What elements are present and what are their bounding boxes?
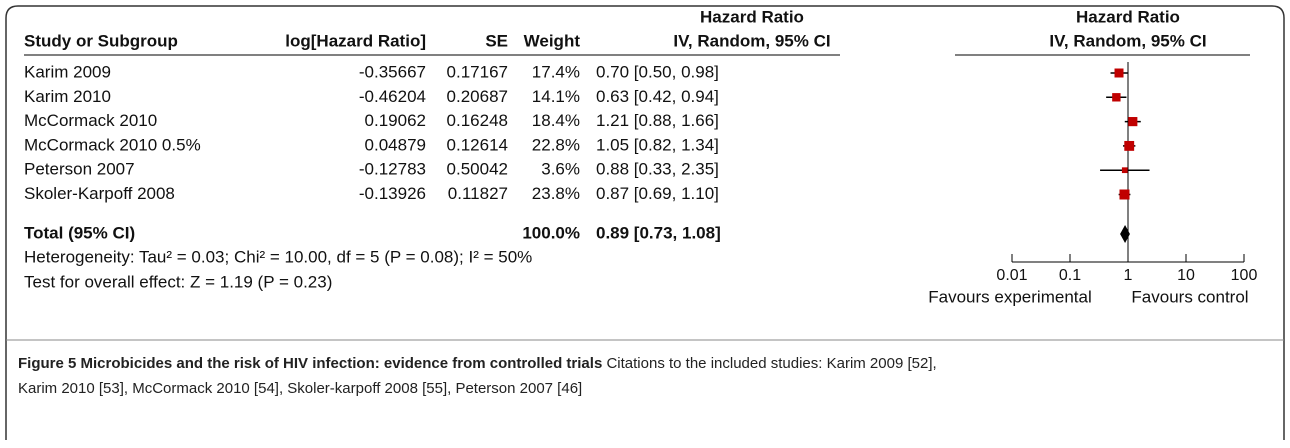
log-hr: 0.04879 <box>365 135 426 154</box>
hr-square <box>1121 167 1128 174</box>
ci-label: 0.70 [0.50, 0.98] <box>596 62 719 81</box>
total-ci-label: 0.89 [0.73, 1.08] <box>596 223 721 242</box>
x-tick-label: 0.1 <box>1059 267 1081 284</box>
overall-test: Test for overall effect: Z = 1.19 (P = 0… <box>24 272 332 291</box>
log-hr: -0.13926 <box>359 184 426 203</box>
header: SE <box>485 31 508 50</box>
favours-right: Favours control <box>1131 287 1248 306</box>
study-name: McCormack 2010 <box>24 111 157 130</box>
study-name: Skoler-Karpoff 2008 <box>24 184 175 203</box>
header: Hazard Ratio <box>1076 7 1180 26</box>
weight: 17.4% <box>532 62 580 81</box>
ci-label: 1.05 [0.82, 1.34] <box>596 135 719 154</box>
se: 0.50042 <box>447 160 508 179</box>
hr-square <box>1114 68 1124 78</box>
frame <box>5 5 1285 440</box>
header: Study or Subgroup <box>24 31 178 50</box>
log-hr: 0.19062 <box>365 111 426 130</box>
se: 0.12614 <box>447 135 508 154</box>
total-diamond <box>1120 225 1130 243</box>
header: IV, Random, 95% CI <box>1049 31 1206 50</box>
ci-label: 0.88 [0.33, 2.35] <box>596 160 719 179</box>
ci-label: 0.63 [0.42, 0.94] <box>596 87 719 106</box>
header: IV, Random, 95% CI <box>673 31 830 50</box>
weight: 14.1% <box>532 87 580 106</box>
x-tick-label: 10 <box>1177 267 1195 284</box>
weight: 22.8% <box>532 135 580 154</box>
se: 0.11827 <box>448 184 508 203</box>
caption: Figure 5 Microbicides and the risk of HI… <box>18 355 937 372</box>
log-hr: -0.12783 <box>359 160 426 179</box>
heterogeneity: Heterogeneity: Tau² = 0.03; Chi² = 10.00… <box>24 247 532 266</box>
caption-text: Citations to the included studies: Karim… <box>606 355 936 372</box>
ci-label: 0.87 [0.69, 1.10] <box>596 184 719 203</box>
header: Weight <box>524 31 581 50</box>
study-name: Peterson 2007 <box>24 160 135 179</box>
study-name: McCormack 2010 0.5% <box>24 135 201 154</box>
x-tick-label: 0.01 <box>996 267 1027 284</box>
se: 0.17167 <box>447 62 508 81</box>
log-hr: -0.46204 <box>359 87 426 106</box>
se: 0.16248 <box>447 111 508 130</box>
hr-square <box>1112 93 1121 102</box>
log-hr: -0.35667 <box>359 62 426 81</box>
x-tick-label: 1 <box>1124 267 1133 284</box>
study-name: Karim 2009 <box>24 62 111 81</box>
total-weight: 100.0% <box>522 223 580 242</box>
caption: Karim 2010 [53], McCormack 2010 [54], Sk… <box>18 380 582 397</box>
x-tick-label: 100 <box>1231 267 1258 284</box>
caption-title: Figure 5 Microbicides and the risk of HI… <box>18 355 602 372</box>
se: 0.20687 <box>447 87 508 106</box>
favours-left: Favours experimental <box>928 287 1091 306</box>
weight: 18.4% <box>532 111 580 130</box>
hr-square <box>1124 140 1135 151</box>
study-name: Karim 2010 <box>24 87 111 106</box>
header: Hazard Ratio <box>700 7 804 26</box>
ci-label: 1.21 [0.88, 1.66] <box>596 111 719 130</box>
total-name: Total (95% CI) <box>24 223 135 242</box>
weight: 3.6% <box>541 160 580 179</box>
hr-square <box>1119 189 1130 200</box>
header: log[Hazard Ratio] <box>285 31 426 50</box>
hr-square <box>1128 117 1138 127</box>
weight: 23.8% <box>532 184 580 203</box>
